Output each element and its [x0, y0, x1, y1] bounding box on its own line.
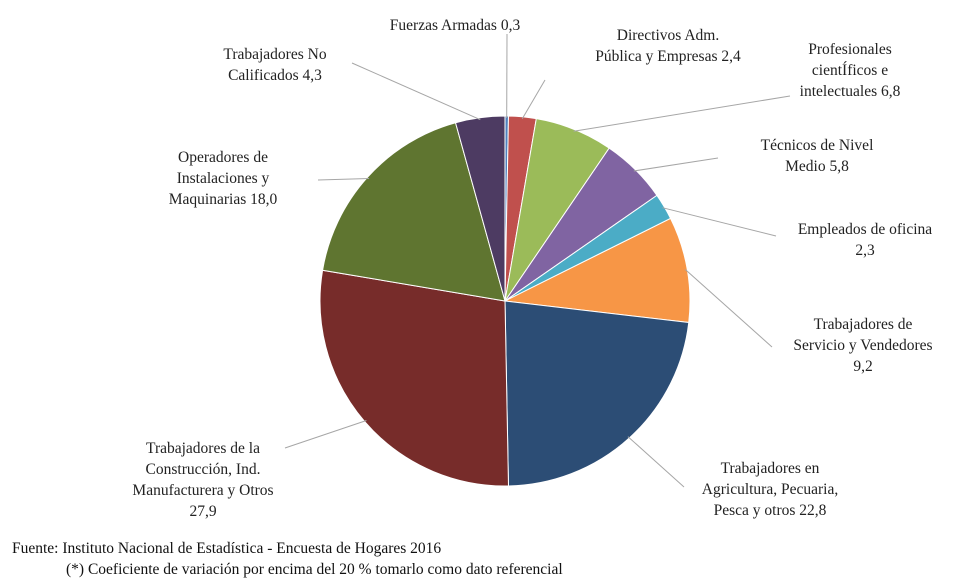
slice-labels: Fuerzas Armadas 0,3 Directivos Adm. Públic…	[132, 17, 932, 520]
leader-lines	[284, 33, 791, 488]
leader-line	[633, 157, 719, 172]
pie-slice	[503, 217, 691, 324]
leader-line	[351, 62, 481, 121]
slice-label: Trabajadores de Servicio y Vendedores 9,2	[793, 316, 932, 375]
pie-slices	[319, 115, 691, 487]
slice-label: Operadores de Instalaciones y Maquinarias …	[169, 149, 278, 208]
pie-slice	[321, 122, 506, 302]
leader-line	[684, 269, 773, 348]
pie-slice	[319, 269, 509, 487]
leader-line	[662, 207, 777, 237]
pie-slice	[454, 115, 506, 302]
slice-label: Trabajadores de la Construcción, Ind. Manu…	[132, 440, 273, 520]
slice-label: Técnicos de Nivel Medio 5,8	[761, 137, 874, 175]
leader-line	[317, 178, 370, 181]
leader-line	[521, 79, 546, 120]
leader-line	[284, 420, 367, 449]
source-note: Fuente: Instituto Nacional de Estadístic…	[12, 540, 442, 557]
slice-label: Profesionales cientÍficos e intelectuales …	[800, 41, 901, 100]
leader-line	[627, 436, 685, 488]
slice-label: Trabajadores No Calificados 4,3	[223, 46, 326, 84]
pie-slice	[504, 300, 690, 487]
slice-label: Trabajadores en Agricultura, Pecuaria, Pes…	[702, 460, 838, 519]
slice-label: Empleados de oficina 2,3	[798, 221, 932, 259]
slice-label: Directivos Adm. Pública y Empresas 2,4	[595, 27, 741, 65]
leader-line	[573, 95, 791, 132]
variation-note: (*) Coeficiente de variación por encima …	[66, 561, 563, 578]
slice-label: Fuerzas Armadas 0,3	[390, 17, 521, 34]
